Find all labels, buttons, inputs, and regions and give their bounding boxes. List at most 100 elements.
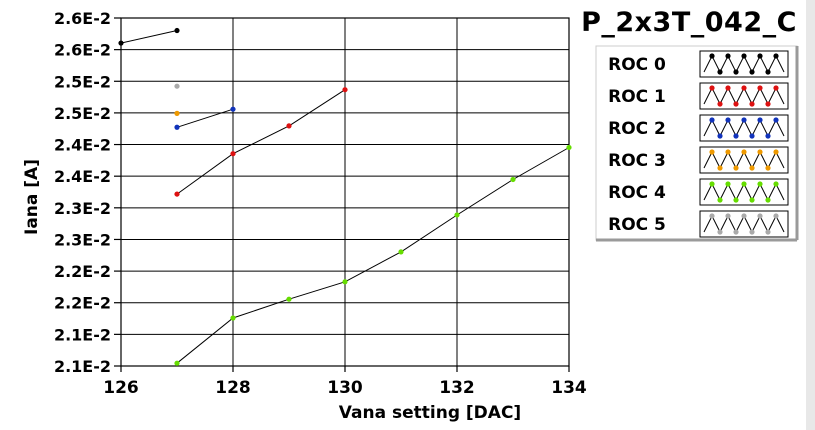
legend-item-roc-0: ROC 0 (608, 50, 789, 78)
legend-swatch-marker (717, 197, 723, 203)
legend-swatch-marker (757, 149, 763, 155)
legend-swatch-marker (773, 181, 779, 187)
legend-label: ROC 4 (608, 183, 666, 203)
legend-swatch-marker (709, 85, 715, 91)
legend-swatch-marker (733, 165, 739, 171)
legend-swatch-marker (717, 101, 723, 107)
series-line (176, 89, 346, 195)
legend-swatch-marker (741, 213, 747, 219)
legend-item-roc-3: ROC 3 (608, 146, 789, 174)
window-right-edge (806, 0, 815, 430)
legend-swatch-marker (725, 213, 731, 219)
legend-swatch-marker (725, 181, 731, 187)
y-tick-label: 2.6E-2 (54, 9, 111, 28)
legend-swatch-marker (725, 85, 731, 91)
legend-swatch-marker (733, 69, 739, 75)
x-tick-label: 132 (439, 378, 475, 398)
x-tick-label: 126 (103, 378, 139, 398)
data-point (342, 87, 348, 93)
data-point (342, 279, 348, 285)
legend-swatch-marker (765, 165, 771, 171)
legend-swatch-marker (741, 181, 747, 187)
legend-swatch-marker (765, 101, 771, 107)
legend-swatch-marker (757, 213, 763, 219)
legend-swatch-marker (765, 133, 771, 139)
data-point (174, 360, 180, 366)
series-roc-2 (174, 106, 236, 130)
legend-label: ROC 1 (608, 87, 666, 107)
legend-swatch-marker (757, 53, 763, 59)
legend-swatch-marker (709, 181, 715, 187)
series-roc-3 (174, 110, 180, 116)
y-tick-label: 2.3E-2 (54, 230, 111, 249)
legend-swatch-marker (741, 117, 747, 123)
legend-swatch-marker (765, 197, 771, 203)
legend-swatch-marker (733, 101, 739, 107)
data-point (398, 249, 404, 255)
legend-item-roc-1: ROC 1 (608, 82, 789, 110)
y-tick-label: 2.4E-2 (54, 167, 111, 186)
series-line (176, 108, 234, 128)
legend-swatch-marker (773, 117, 779, 123)
data-point (286, 296, 292, 302)
legend-swatch-marker (717, 133, 723, 139)
y-tick-label: 2.1E-2 (54, 325, 111, 344)
legend-swatch-marker (717, 69, 723, 75)
legend-item-roc-4: ROC 4 (608, 178, 789, 206)
legend-swatch-marker (749, 165, 755, 171)
y-tick-label: 2.2E-2 (54, 294, 111, 313)
data-point (174, 110, 180, 116)
legend-label: ROC 0 (608, 55, 666, 75)
legend-swatch-marker (733, 229, 739, 235)
data-point (510, 176, 516, 183)
data-point (174, 27, 180, 34)
series-roc-5 (174, 83, 180, 89)
legend-swatch-marker (725, 53, 731, 59)
x-tick-label: 130 (327, 378, 363, 398)
legend: ROC 0 ROC 1 ROC 2 ROC 3 ROC 4 ROC 5 (595, 45, 799, 242)
legend-swatch-marker (749, 229, 755, 235)
legend-item-roc-5: ROC 5 (608, 210, 789, 238)
legend-swatch-marker (749, 133, 755, 139)
legend-label: ROC 2 (608, 119, 666, 139)
y-tick-label: 2.5E-2 (54, 104, 111, 123)
legend-swatch-marker (733, 197, 739, 203)
legend-swatch-marker (717, 165, 723, 171)
series-roc-0 (118, 27, 180, 46)
x-axis-ticks: 126 128 130 132 134 (103, 366, 587, 398)
legend-swatch-marker (741, 53, 747, 59)
data-point (230, 151, 236, 157)
legend-swatch-marker (765, 229, 771, 235)
legend-box (595, 45, 798, 241)
legend-swatch-marker (709, 53, 715, 59)
x-tick-label: 128 (215, 378, 251, 398)
legend-swatch-marker (709, 117, 715, 123)
y-tick-label: 2.4E-2 (54, 136, 111, 155)
data-point (454, 212, 460, 218)
series-group (118, 27, 572, 366)
legend-swatch-marker (749, 101, 755, 107)
legend-label: ROC 5 (608, 215, 666, 235)
legend-swatch-marker (733, 133, 739, 139)
x-tick-label: 134 (551, 378, 587, 398)
data-point (174, 83, 180, 89)
legend-swatch-marker (773, 53, 779, 59)
y-tick-label: 2.5E-2 (54, 72, 111, 91)
series-roc-4 (174, 144, 572, 366)
legend-swatch-marker (757, 181, 763, 187)
legend-swatch-marker (773, 85, 779, 91)
legend-swatch-marker (749, 69, 755, 75)
data-point (230, 315, 236, 321)
series-roc-1 (174, 87, 348, 197)
series-line (176, 147, 570, 364)
legend-swatch-marker (741, 149, 747, 155)
legend-swatch-marker (765, 69, 771, 75)
legend-swatch-marker (709, 149, 715, 155)
legend-swatch-marker (773, 149, 779, 155)
legend-swatch-marker (725, 149, 731, 155)
grid (120, 17, 570, 367)
legend-swatch-marker (773, 213, 779, 219)
legend-swatch-marker (709, 213, 715, 219)
y-tick-label: 2.2E-2 (54, 262, 111, 281)
